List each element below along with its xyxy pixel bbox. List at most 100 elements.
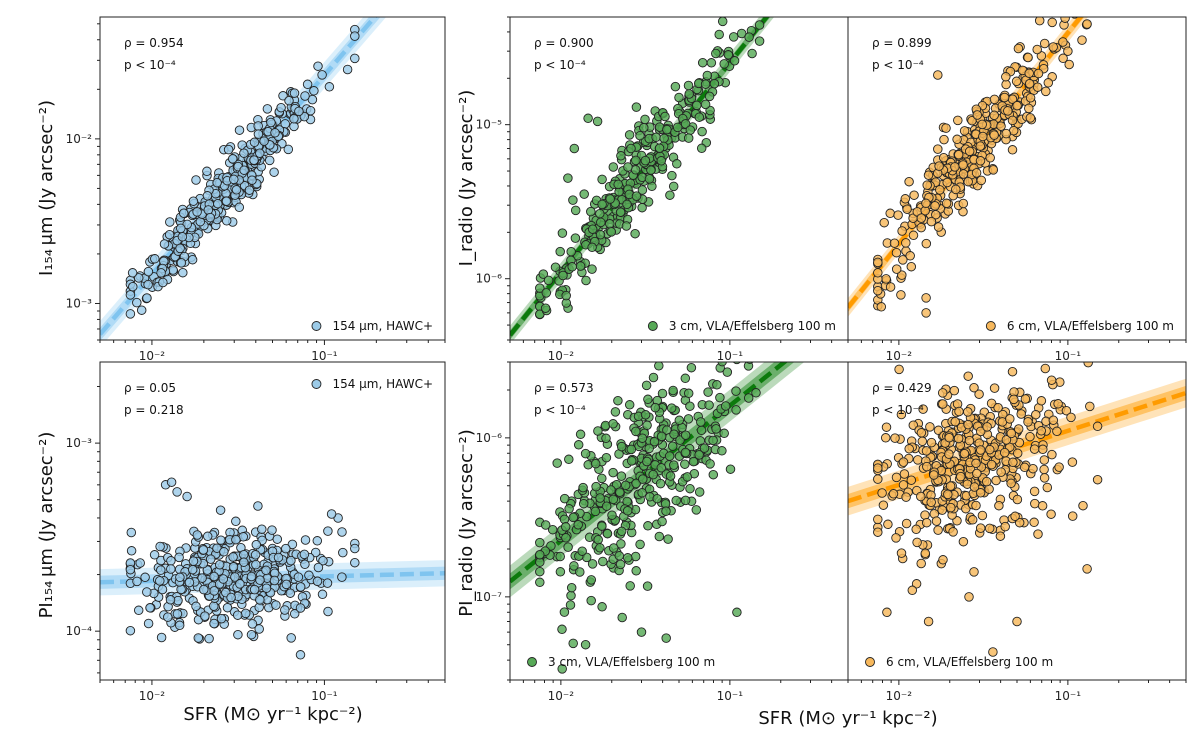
p1-legend-label: 154 μm, HAWC+ (332, 319, 433, 333)
p4-xtick-label-1: 10⁻¹ (311, 689, 338, 703)
p5-point-185 (731, 405, 741, 415)
p3-point-366 (939, 134, 949, 145)
p5-point-395 (661, 506, 671, 516)
p5-point-198 (654, 362, 664, 371)
p3-point-256 (1034, 17, 1045, 26)
p6-point-406 (1001, 435, 1012, 445)
p4-point-426 (184, 577, 195, 588)
p1-point-100 (350, 31, 360, 41)
p5-point-345 (586, 575, 597, 585)
p1-point-382 (177, 232, 188, 242)
p6-point-135 (925, 422, 935, 432)
p5-point-77 (557, 624, 567, 635)
p5-point-371 (642, 456, 652, 467)
p2-xtick-label-0: 10⁻² (548, 349, 575, 363)
p2-point-313 (541, 288, 552, 298)
p2-point-300 (685, 125, 696, 135)
p6-point-148 (1030, 498, 1040, 509)
p1-point-278 (234, 202, 245, 213)
p4-point-328 (209, 618, 219, 629)
p5-point-173 (696, 425, 707, 436)
p2-point-316 (654, 143, 665, 153)
p1-point-273 (307, 94, 318, 105)
p6-point-56 (974, 389, 984, 399)
p4-point-108 (287, 539, 298, 550)
p3-point-304 (1024, 68, 1034, 79)
p5-point-332 (665, 471, 676, 481)
p3-point-281 (1013, 43, 1024, 54)
p2-point-41 (597, 174, 607, 185)
p6-point-311 (877, 488, 887, 498)
p4-point-396 (261, 565, 271, 576)
p3-point-365 (941, 123, 951, 133)
p2-point-251 (615, 207, 626, 217)
p4-point-325 (145, 603, 155, 613)
p6-point-84 (963, 371, 973, 381)
p5-point-225 (641, 380, 652, 391)
p6-point-152 (1016, 409, 1026, 419)
p5-point-372 (720, 401, 731, 411)
p5-point-17 (683, 414, 694, 424)
p6-ticks (847, 680, 1187, 685)
p5-point-339 (626, 456, 637, 466)
p3-point-206 (953, 115, 963, 126)
p6-point-52 (898, 480, 909, 490)
p1-point-376 (284, 95, 294, 106)
p3-point-351 (963, 176, 973, 187)
p6-point-262 (896, 548, 907, 558)
p3-point-356 (1001, 128, 1011, 139)
p2-ytick-label-1: 10⁻⁵ (476, 118, 503, 132)
p6-point-19 (1025, 431, 1035, 442)
p1-point-400 (127, 268, 138, 278)
p6-point-389 (898, 457, 909, 467)
p6-point-425 (1000, 521, 1010, 532)
p6-point-410 (949, 385, 960, 396)
p5-point-240 (535, 577, 545, 588)
p4-point-395 (255, 595, 265, 605)
p5-point-308 (642, 581, 653, 591)
p4-point-186 (337, 527, 347, 537)
p4-point-272 (157, 584, 168, 595)
p4-point-414 (175, 572, 185, 583)
p1-point-226 (125, 290, 136, 300)
p2-point-298 (694, 112, 705, 122)
p2-point-315 (605, 194, 615, 204)
p2-point-328 (683, 133, 694, 143)
p4-point-248 (246, 629, 257, 640)
p5-point-311 (622, 553, 633, 563)
p5-point-127 (600, 420, 611, 431)
p6-point-273 (1048, 415, 1059, 425)
p1-point-146 (302, 79, 313, 90)
p5-point-210 (725, 464, 736, 474)
p1-plot-area (100, 17, 387, 340)
p2-point-92 (754, 36, 765, 46)
p2-point-225 (605, 219, 615, 229)
p2-point-327 (704, 91, 715, 102)
p2-point-333 (631, 102, 642, 112)
p3-points (873, 17, 1092, 318)
p5-point-234 (564, 504, 574, 514)
p5-point-306 (704, 400, 714, 410)
p1-point-124 (165, 217, 175, 227)
p3-point-273 (942, 177, 952, 188)
p3-point-358 (889, 238, 900, 248)
p5-point-340 (608, 543, 619, 553)
p6-point-372 (1066, 412, 1076, 423)
p4-point-155 (204, 633, 214, 644)
p5-point-384 (664, 451, 675, 461)
p6-point-214 (961, 503, 971, 514)
p3-point-364 (933, 70, 943, 80)
p6-point-269 (938, 399, 948, 409)
p5-point-327 (680, 447, 691, 458)
p5-point-104 (597, 473, 607, 484)
p4-point-397 (193, 633, 204, 643)
p3-point-352 (958, 160, 968, 170)
p5-point-289 (563, 542, 573, 552)
p3-point-302 (950, 162, 960, 172)
p3-point-298 (976, 175, 987, 186)
p2-point-66 (672, 159, 682, 169)
p6-point-296 (917, 436, 928, 447)
p6-point-219 (1013, 424, 1024, 434)
p1-point-286 (276, 102, 286, 113)
p6-point-371 (1029, 444, 1040, 454)
